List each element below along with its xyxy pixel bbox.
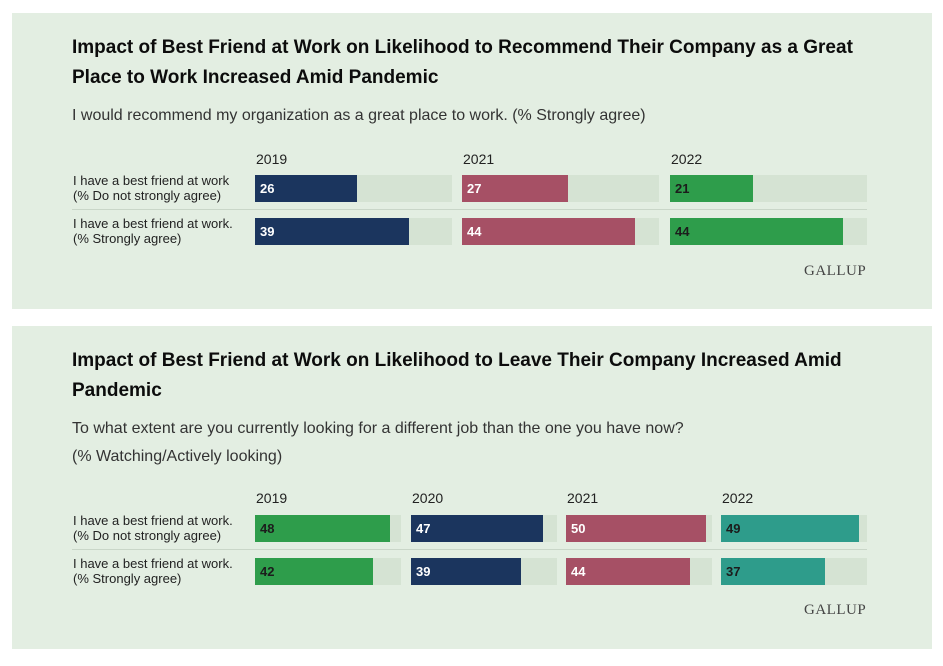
bar-track: 49 <box>721 515 867 542</box>
bar-value-label: 26 <box>260 181 275 196</box>
bar-track: 37 <box>721 558 867 585</box>
chart-panel-leave: Impact of Best Friend at Work on Likelih… <box>12 326 932 649</box>
bar <box>566 558 690 585</box>
row-label-line: I have a best friend at work. <box>73 513 233 528</box>
bar <box>255 175 357 202</box>
bar-track: 26 <box>255 175 452 202</box>
row-label: I have a best friend at work (% Do not st… <box>73 173 229 203</box>
chart-subtitle: To what extent are you currently looking… <box>72 420 684 437</box>
bar <box>255 218 409 245</box>
series-year-label: 2021 <box>567 490 599 506</box>
bar-value-label: 39 <box>260 224 275 239</box>
bar-track: 44 <box>462 218 659 245</box>
bar <box>462 175 568 202</box>
bar-track: 50 <box>566 515 712 542</box>
gallup-logo: GALLUP <box>804 602 867 618</box>
bar-value-label: 48 <box>260 521 275 536</box>
bar-value-label: 44 <box>675 224 690 239</box>
bar-track: 39 <box>255 218 452 245</box>
bar-track: 21 <box>670 175 867 202</box>
series-year-label: 2022 <box>722 490 754 506</box>
row-divider <box>72 549 867 550</box>
bar <box>411 515 543 542</box>
row-label: I have a best friend at work. (% Do not s… <box>73 513 233 543</box>
series-year-label: 2019 <box>256 490 288 506</box>
bar-track: 47 <box>411 515 557 542</box>
row-label: I have a best friend at work. (% Strongly… <box>73 216 233 246</box>
bar-value-label: 21 <box>675 181 690 196</box>
row-divider <box>72 209 867 210</box>
bar-value-label: 27 <box>467 181 482 196</box>
bar-track: 48 <box>255 515 401 542</box>
row-label-sublabel: (% Do not strongly agree) <box>73 188 222 203</box>
bar-track: 44 <box>670 218 867 245</box>
bar-value-label: 44 <box>571 564 586 579</box>
row-label-sublabel: (% Do not strongly agree) <box>73 528 222 543</box>
series-year-label: 2022 <box>671 151 703 167</box>
row-label: I have a best friend at work. (% Strongly… <box>73 556 233 586</box>
bar-value-label: 50 <box>571 521 586 536</box>
bar <box>462 218 635 245</box>
bar-value-label: 44 <box>467 224 482 239</box>
bar <box>670 218 843 245</box>
gallup-logo: GALLUP <box>804 263 867 279</box>
row-label-line: I have a best friend at work. <box>73 556 233 571</box>
chart-subtitle-2: (% Watching/Actively looking) <box>72 448 283 465</box>
bar-value-label: 39 <box>416 564 431 579</box>
bar <box>411 558 521 585</box>
bar <box>566 515 706 542</box>
bar-value-label: 49 <box>726 521 741 536</box>
bar-value-label: 47 <box>416 521 431 536</box>
bar <box>721 515 859 542</box>
series-year-label: 2019 <box>256 151 288 167</box>
bar-value-label: 37 <box>726 564 741 579</box>
bar-track: 27 <box>462 175 659 202</box>
bar-value-label: 42 <box>260 564 275 579</box>
chart-subtitle: I would recommend my organization as a g… <box>72 107 646 124</box>
chart-title: Impact of Best Friend at Work on Likelih… <box>72 350 842 401</box>
series-year-label: 2021 <box>463 151 495 167</box>
chart-title: Impact of Best Friend at Work on Likelih… <box>72 37 853 88</box>
bar-track: 42 <box>255 558 401 585</box>
row-label-sublabel: (% Strongly agree) <box>73 231 182 246</box>
bar <box>255 515 390 542</box>
chart-panel-recommend: Impact of Best Friend at Work on Likelih… <box>12 13 932 309</box>
bar-track: 39 <box>411 558 557 585</box>
bar <box>670 175 753 202</box>
bar <box>255 558 373 585</box>
bar-track: 44 <box>566 558 712 585</box>
row-label-line: I have a best friend at work. <box>73 216 233 231</box>
bar <box>721 558 825 585</box>
series-year-label: 2020 <box>412 490 444 506</box>
row-label-sublabel: (% Strongly agree) <box>73 571 182 586</box>
row-label-line: I have a best friend at work <box>73 173 230 188</box>
